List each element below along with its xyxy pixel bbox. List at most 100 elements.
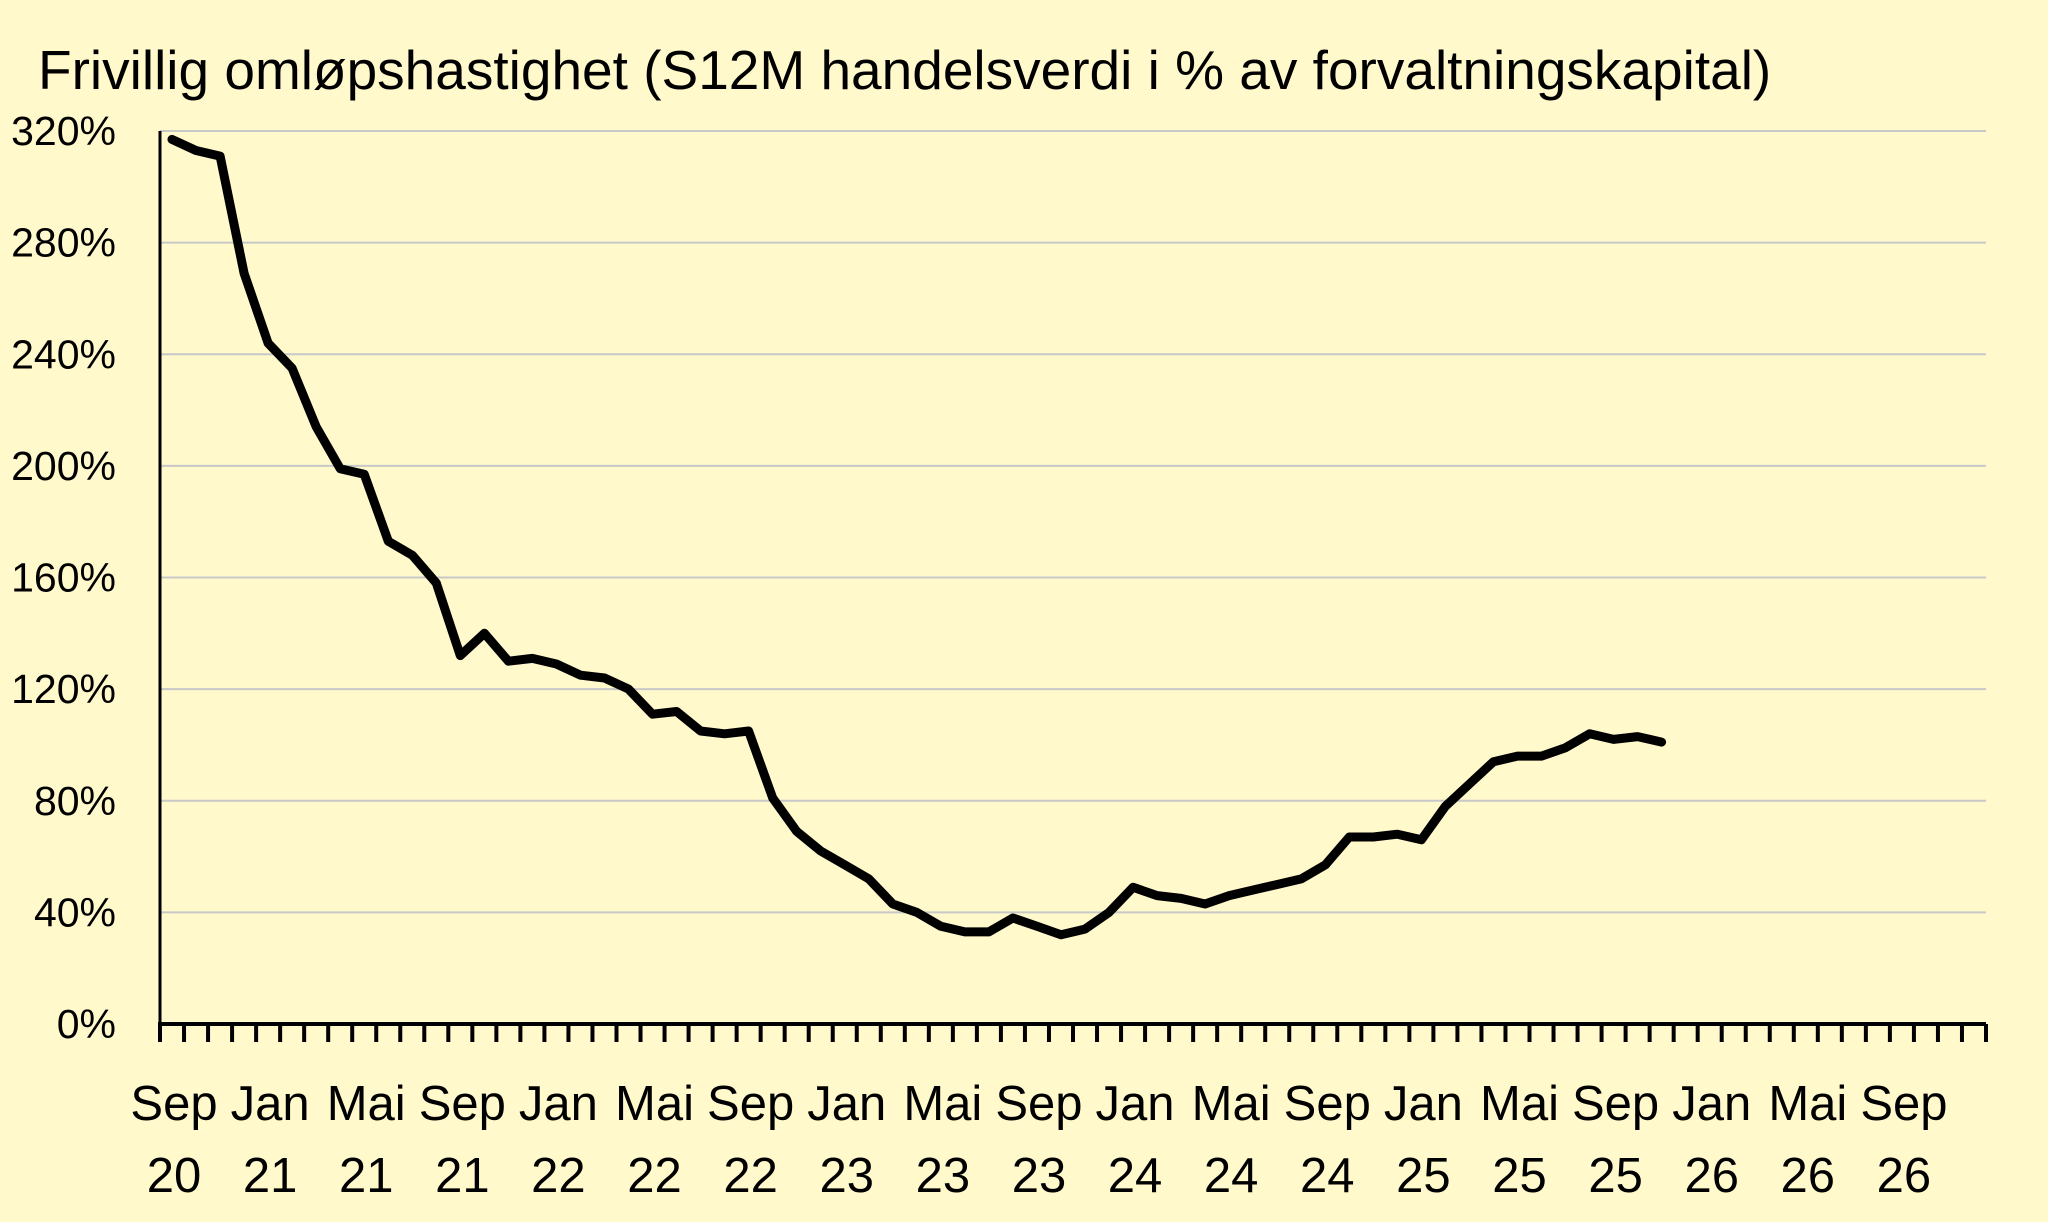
data-point xyxy=(315,426,317,428)
data-point xyxy=(820,850,822,852)
x-tick-label-month: Jan xyxy=(231,1077,310,1131)
data-point xyxy=(676,710,678,712)
data-point xyxy=(339,468,341,470)
x-tick-label-year: 24 xyxy=(1204,1149,1259,1203)
y-tick-label: 280% xyxy=(11,220,116,266)
data-point xyxy=(483,632,485,634)
data-point xyxy=(1372,836,1374,838)
data-point xyxy=(1156,895,1158,897)
y-tick-label: 200% xyxy=(11,443,116,489)
data-point xyxy=(1204,903,1206,905)
x-tick-label-year: 22 xyxy=(627,1149,682,1203)
x-tick-label-year: 26 xyxy=(1684,1149,1739,1203)
data-point xyxy=(844,864,846,866)
data-point xyxy=(1252,889,1254,891)
x-axis-ticks: Sep 20 Jan 21 Mai 21 Sep 21 Jan 22 Mai 22 Sep 22 Jan 23… xyxy=(130,1077,1947,1203)
x-tick-label-month: Jan xyxy=(1672,1077,1751,1131)
data-point xyxy=(555,663,557,665)
x-tick-label-year: 21 xyxy=(339,1149,394,1203)
x-tick-label-year: 23 xyxy=(819,1149,874,1203)
data-point xyxy=(1661,741,1663,743)
data-point xyxy=(868,878,870,880)
data-point xyxy=(1324,864,1326,866)
data-point xyxy=(724,733,726,735)
x-tick-label-month: Jan xyxy=(519,1077,598,1131)
data-point xyxy=(1084,928,1086,930)
data-point xyxy=(796,830,798,832)
data-point xyxy=(1565,747,1567,749)
x-tick-label-year: 22 xyxy=(531,1149,586,1203)
x-tick-label-month: Jan xyxy=(1096,1077,1175,1131)
x-tick-label-year: 24 xyxy=(1108,1149,1163,1203)
x-tick-label-year: 26 xyxy=(1781,1149,1836,1203)
data-point xyxy=(652,713,654,715)
data-point xyxy=(892,903,894,905)
axes xyxy=(158,131,1988,1042)
data-point xyxy=(916,911,918,913)
data-point xyxy=(579,674,581,676)
gridlines xyxy=(160,130,1986,914)
x-tick-label-month: Mai xyxy=(615,1077,694,1131)
data-point xyxy=(531,657,533,659)
data-point xyxy=(171,138,173,140)
x-tick-label-year: 25 xyxy=(1492,1149,1547,1203)
x-tick-label-month: Sep xyxy=(1572,1077,1659,1131)
data-point xyxy=(748,730,750,732)
y-tick-label: 40% xyxy=(34,889,116,935)
x-tick-label-month: Sep xyxy=(1860,1077,1947,1131)
data-point xyxy=(363,473,365,475)
data-point xyxy=(1132,886,1134,888)
x-tick-label-year: 25 xyxy=(1396,1149,1451,1203)
y-tick-label: 320% xyxy=(11,108,116,154)
data-point xyxy=(1228,895,1230,897)
data-point xyxy=(1468,783,1470,785)
x-tick-label-year: 21 xyxy=(435,1149,490,1203)
x-tick-label-month: Mai xyxy=(1768,1077,1847,1131)
x-tick-label-month: Sep xyxy=(1284,1077,1371,1131)
data-point xyxy=(459,655,461,657)
x-tick-label-year: 24 xyxy=(1300,1149,1355,1203)
x-tick-label-month: Sep xyxy=(130,1077,217,1131)
x-tick-label-year: 21 xyxy=(243,1149,298,1203)
x-tick-label-month: Jan xyxy=(807,1077,886,1131)
series-layer xyxy=(167,134,1667,940)
data-point xyxy=(964,931,966,933)
x-tick-label-year: 23 xyxy=(916,1149,971,1203)
data-point xyxy=(1613,738,1615,740)
x-tick-label-month: Mai xyxy=(903,1077,982,1131)
x-tick-label-year: 22 xyxy=(723,1149,778,1203)
x-tick-label-month: Sep xyxy=(995,1077,1082,1131)
data-point xyxy=(1637,736,1639,738)
data-point xyxy=(628,688,630,690)
data-point xyxy=(387,540,389,542)
data-point xyxy=(1348,836,1350,838)
x-tick-label-month: Jan xyxy=(1384,1077,1463,1131)
x-tick-label-month: Mai xyxy=(327,1077,406,1131)
data-point xyxy=(1541,755,1543,757)
data-point xyxy=(1060,934,1062,936)
data-point xyxy=(243,272,245,274)
data-point xyxy=(219,155,221,157)
data-point xyxy=(1180,897,1182,899)
data-point xyxy=(1036,925,1038,927)
data-point xyxy=(988,931,990,933)
chart-title: Frivillig omløpshastighet (S12M handelsv… xyxy=(38,39,1772,101)
x-tick-label-month: Mai xyxy=(1192,1077,1271,1131)
data-point xyxy=(940,925,942,927)
data-point xyxy=(435,582,437,584)
data-point xyxy=(1516,755,1518,757)
y-tick-label: 240% xyxy=(11,331,116,377)
data-point xyxy=(1420,839,1422,841)
x-tick-label-year: 25 xyxy=(1588,1149,1643,1203)
y-tick-label: 120% xyxy=(11,666,116,712)
data-point xyxy=(700,730,702,732)
x-tick-label-year: 26 xyxy=(1877,1149,1932,1203)
data-point xyxy=(411,554,413,556)
data-point xyxy=(267,342,269,344)
data-point xyxy=(1012,917,1014,919)
x-tick-label-month: Sep xyxy=(419,1077,506,1131)
data-point xyxy=(1589,733,1591,735)
data-point xyxy=(1444,805,1446,807)
